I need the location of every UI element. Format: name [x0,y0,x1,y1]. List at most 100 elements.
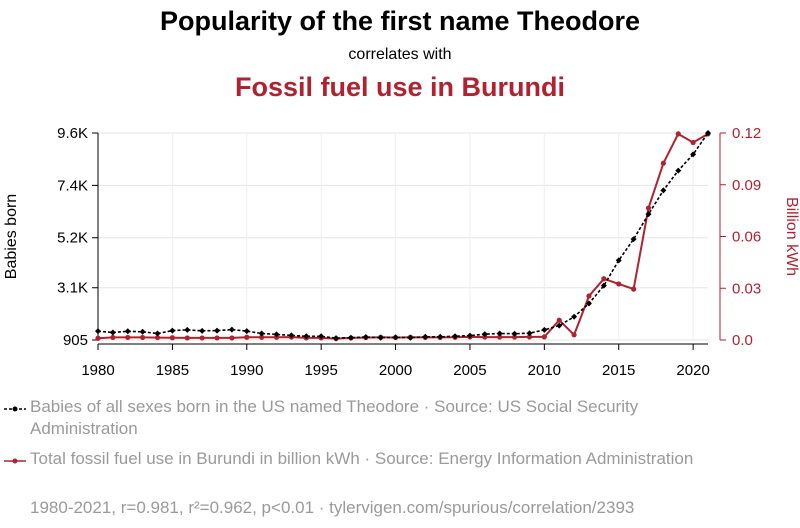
data-point [481,331,488,338]
legend-marker-dashed-icon [4,406,26,412]
legend-label: Total fossil fuel use in Burundi in bill… [30,449,694,468]
data-point [377,334,384,341]
x-tick-label: 1995 [304,362,337,379]
data-point [616,281,622,287]
y2-tick-label: 0.09 [732,177,761,194]
legend-label: Babies of all sexes born in the US named… [30,397,639,438]
y-tick-label: 7.4K [57,177,88,194]
data-point [660,187,667,194]
data-point [585,300,592,307]
data-point [601,276,607,282]
tick-labels: 905 3.1K 5.2K 7.4K 9.6K 0.0 0.03 0.06 0.09 0.12 19… [3,125,800,379]
data-point [154,334,161,341]
data-point [526,334,533,340]
x-tick-label: 1980 [81,362,114,379]
data-point [437,333,444,340]
data-point [407,334,414,341]
data-point [615,257,622,264]
data-point [347,334,354,341]
y2-axis-title: Billion kWh [783,197,800,276]
data-point [333,335,340,342]
series-line [97,132,709,340]
data-point [362,334,369,341]
data-point [705,130,711,136]
data-point [541,326,548,333]
series-line [97,132,709,339]
data-point [169,327,176,334]
data-point [511,330,518,337]
chart-subtitle: correlates with [348,46,452,63]
x-tick-label: 2000 [379,362,412,379]
data-point [124,328,131,335]
y-tick-label: 9.6K [57,125,88,142]
chart-plot: 905 3.1K 5.2K 7.4K 9.6K 0.0 0.03 0.06 0.09 0.12 19… [3,125,800,379]
data-point [690,139,696,146]
data-point [273,331,280,338]
data-point [199,335,205,341]
data-point [497,334,503,340]
data-point [556,322,563,329]
x-tick-label: 2010 [528,362,561,379]
data-point [228,326,235,333]
data-point [259,334,265,340]
x-tick-label: 2020 [676,362,709,379]
chart-footer: 1980-2021, r=0.981, r²=0.962, p<0.01 · t… [30,498,635,517]
data-point [600,282,607,289]
data-point [199,327,206,334]
y2-tick-label: 0.06 [732,229,761,246]
data-point [169,335,175,341]
data-point [318,333,325,340]
data-point [660,160,666,166]
y-axis-title: Babies born [3,194,20,279]
data-point [675,131,681,137]
data-point [258,330,265,337]
data-point [571,332,577,338]
data-point [511,334,518,340]
x-tick-label: 1990 [230,362,263,379]
y2-tick-label: 0.0 [732,332,753,349]
data-point [556,317,562,323]
axes [92,132,726,350]
data-point [586,293,592,299]
data-point [139,328,146,335]
data-point [125,334,131,341]
data-point [526,330,533,337]
data-point [303,333,310,340]
data-point [229,335,235,341]
x-tick-label: 1985 [156,362,189,379]
data-point [452,333,459,340]
grid-lines [97,132,708,341]
data-point [422,333,429,340]
legend-marker-solid-icon [4,458,26,464]
chart-title-secondary: Fossil fuel use in Burundi [234,72,566,102]
data-point [466,332,473,339]
y2-tick-label: 0.12 [732,125,761,142]
data-point [95,328,101,335]
data-point [571,313,578,320]
y2-tick-label: 0.03 [732,280,761,297]
data-point [110,334,116,341]
data-point [541,334,547,340]
data-point [214,335,220,341]
data-point [243,328,250,335]
data-point [288,332,295,339]
data-point [184,335,190,341]
x-tick-label: 2015 [602,362,635,379]
y-tick-label: 3.1K [57,280,88,297]
data-point [244,334,250,340]
data-point [645,211,652,218]
data-point [95,335,101,341]
data-point [109,329,116,336]
data-point [214,327,221,334]
data-point [630,236,637,243]
x-tick-label: 2005 [453,362,486,379]
y-tick-label: 905 [63,332,88,349]
data-point [392,334,399,341]
series-layer [95,130,711,342]
data-point [496,330,503,337]
data-point [631,286,637,292]
chart-title: Popularity of the first name Theodore [159,6,641,36]
data-point [154,330,161,337]
y-tick-label: 5.2K [57,230,88,247]
data-point [690,151,697,158]
